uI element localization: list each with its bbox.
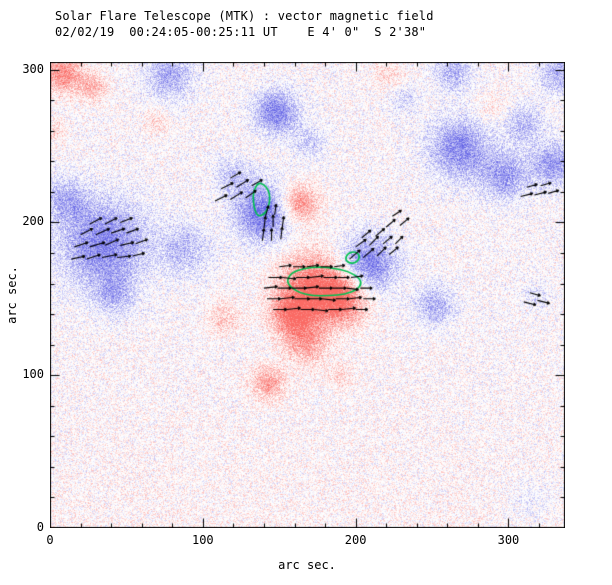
x-tick-label: 300 xyxy=(488,533,528,547)
magnetogram-figure: Solar Flare Telescope (MTK) : vector mag… xyxy=(0,0,612,585)
magnetogram-canvas xyxy=(50,62,565,528)
y-tick-label: 300 xyxy=(12,62,44,76)
x-tick-label: 0 xyxy=(30,533,70,547)
y-tick-label: 100 xyxy=(12,367,44,381)
y-tick-label: 200 xyxy=(12,214,44,228)
plot-title: Solar Flare Telescope (MTK) : vector mag… xyxy=(55,9,434,23)
x-tick-label: 100 xyxy=(183,533,223,547)
y-axis-label: arc sec. xyxy=(5,265,19,325)
x-tick-label: 200 xyxy=(336,533,376,547)
plot-subtitle: 02/02/19 00:24:05-00:25:11 UT E 4' 0" S … xyxy=(55,25,426,39)
x-axis-label: arc sec. xyxy=(257,558,357,572)
y-tick-label: 0 xyxy=(12,520,44,534)
